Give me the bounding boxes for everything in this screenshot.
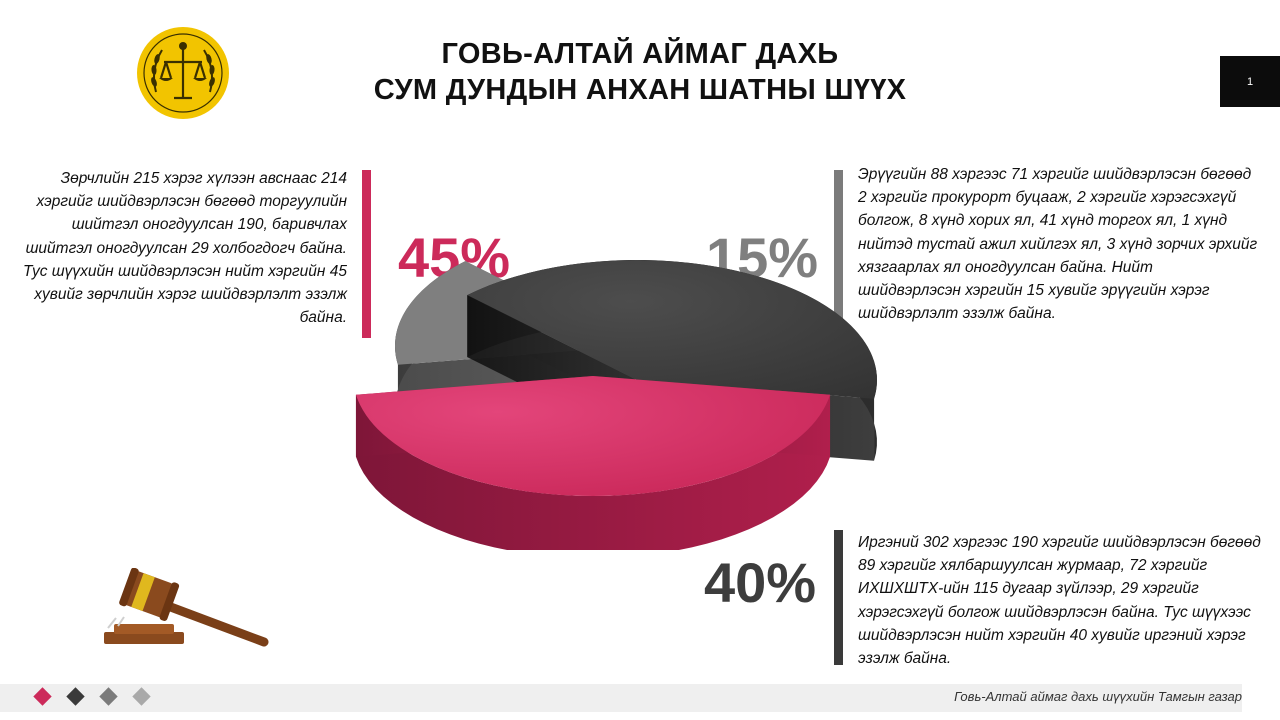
page-number: 1	[1220, 56, 1280, 107]
slice-violations-side	[355, 394, 831, 550]
slice-violations-top	[355, 376, 831, 497]
footer-bar: Говь-Алтай аймаг дахь шүүхийн Тамгын газ…	[0, 684, 1242, 712]
page-title: ГОВЬ-АЛТАЙ АЙМАГ ДАХЬ СУМ ДУНДЫН АНХАН Ш…	[300, 36, 980, 108]
pie-chart	[355, 259, 878, 550]
accent-bar-violations	[362, 170, 371, 338]
note-civil: Иргэний 302 хэргээс 190 хэргийг шийдвэрл…	[858, 534, 1261, 668]
footer-text: Говь-Алтай аймаг дахь шүүхийн Тамгын газ…	[954, 689, 1242, 704]
slice-civil-top	[467, 259, 878, 399]
accent-bar-criminal	[834, 170, 843, 338]
percent-label-civil: 40%	[704, 551, 817, 614]
gavel-icon	[104, 568, 269, 647]
accent-bar-civil	[834, 530, 843, 665]
slice-violations	[355, 376, 831, 550]
note-violations: Зөрчлийн 215 хэрэг хүлээн авснаас 214 хэ…	[23, 170, 347, 327]
title-line-2: СУМ ДУНДЫН АНХАН ШАТНЫ ШҮҮХ	[373, 74, 907, 106]
title-line-1: ГОВЬ-АЛТАЙ АЙМАГ ДАХЬ	[441, 38, 839, 70]
note-criminal: Эрүүгийн 88 хэргээс 71 хэргийг шийдвэрлэ…	[858, 166, 1258, 323]
court-emblem-icon	[137, 27, 229, 119]
